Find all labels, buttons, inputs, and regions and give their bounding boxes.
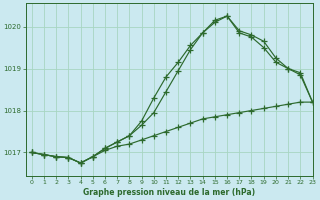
X-axis label: Graphe pression niveau de la mer (hPa): Graphe pression niveau de la mer (hPa) <box>83 188 255 197</box>
